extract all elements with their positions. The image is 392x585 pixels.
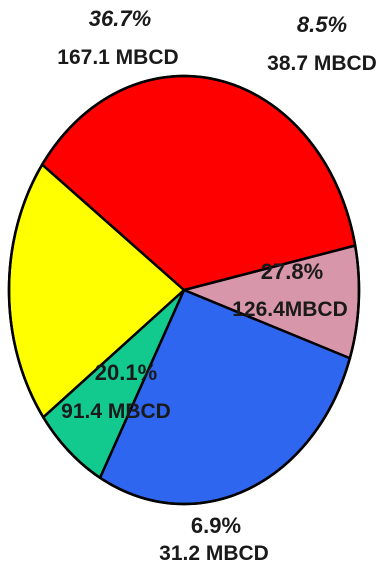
slice-label-percent-pink: 8.5% bbox=[297, 12, 347, 37]
slice-label-value-yellow: 91.4 MBCD bbox=[61, 400, 171, 423]
slice-label-value-red: 167.1 MBCD bbox=[57, 46, 178, 69]
slice-label-percent-blue: 27.8% bbox=[261, 259, 323, 284]
slice-label-value-green: 31.2 MBCD bbox=[159, 542, 269, 565]
slice-label-value-blue: 126.4MBCD bbox=[232, 298, 348, 321]
pie-slices bbox=[7, 74, 361, 506]
slice-label-percent-red: 36.7% bbox=[89, 6, 151, 31]
slice-label-percent-green: 6.9% bbox=[191, 513, 241, 538]
pie-outline bbox=[7, 74, 361, 506]
slice-label-percent-yellow: 20.1% bbox=[95, 360, 157, 385]
slice-label-value-pink: 38.7 MBCD bbox=[267, 52, 377, 75]
